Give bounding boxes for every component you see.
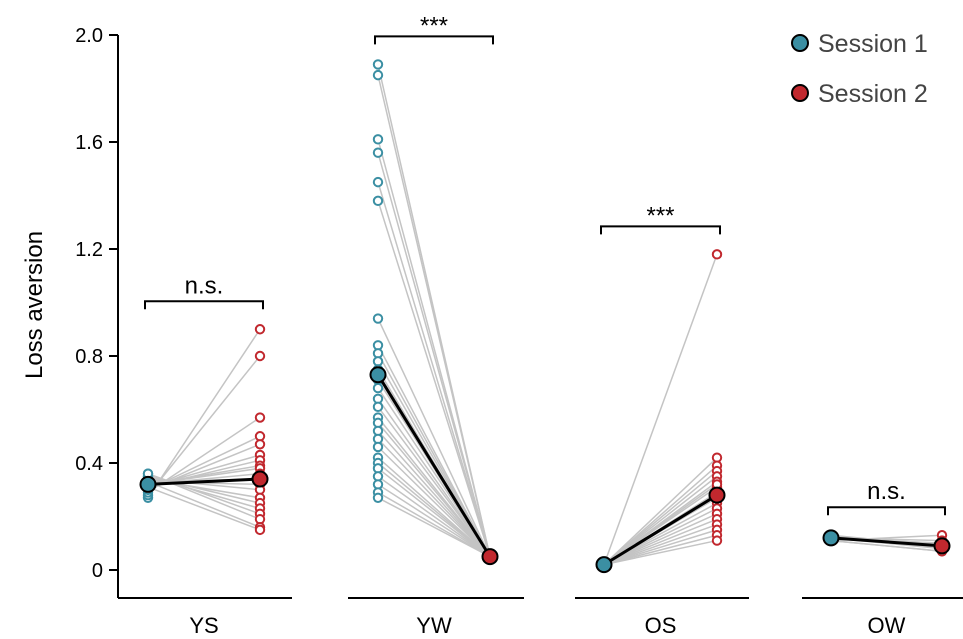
legend-session2-marker <box>791 84 809 102</box>
subject-line <box>147 486 261 531</box>
session1-point <box>372 441 384 453</box>
session1-point <box>372 313 384 324</box>
subject-line <box>603 523 718 566</box>
session1-mean-point <box>369 366 387 384</box>
subject-line <box>377 318 491 557</box>
session1-mean-point <box>139 475 157 493</box>
session1-point <box>372 195 384 207</box>
subject-line <box>377 200 491 557</box>
subject-lines-layer <box>147 64 943 566</box>
session2-mean-point <box>481 548 499 566</box>
subject-line <box>377 152 491 557</box>
session1-point <box>372 492 384 503</box>
session1-point <box>372 176 384 188</box>
subject-line <box>147 473 261 520</box>
subject-line <box>377 422 491 558</box>
mean-line <box>603 493 718 566</box>
session1-mean-point <box>595 556 613 574</box>
subject-line <box>377 430 491 558</box>
session2-mean-point <box>933 537 951 555</box>
significance-label: n.s. <box>867 478 906 505</box>
mean-line <box>830 536 943 548</box>
x-category-label: OS <box>645 613 677 638</box>
session2-point <box>254 350 266 362</box>
y-axis-label: Loss aversion <box>21 231 48 379</box>
significance-label: *** <box>420 12 448 39</box>
subject-line <box>147 355 261 496</box>
subject-line <box>603 529 718 566</box>
subject-line <box>603 534 718 566</box>
subject-line <box>377 467 491 558</box>
subject-line <box>147 328 261 499</box>
y-tick-label: 0 <box>92 560 103 582</box>
session2-point <box>254 439 266 450</box>
session1-point <box>372 382 384 394</box>
subject-line <box>377 491 491 558</box>
y-tick-label: 0.8 <box>75 346 103 368</box>
y-tick-label: 1.6 <box>75 132 103 154</box>
legend-session1-label: Session 1 <box>818 30 928 58</box>
significance-layer: n.s. *** *** n.s. <box>144 12 946 516</box>
session2-point <box>711 535 723 546</box>
session2-point <box>254 524 266 536</box>
subject-line <box>603 513 718 566</box>
significance-bracket <box>374 35 494 45</box>
subject-line <box>603 507 718 566</box>
subject-line <box>377 181 491 557</box>
significance-bracket <box>144 300 264 310</box>
legend-session1-marker <box>791 34 809 52</box>
axes-layer: 0 0.4 0.8 1.2 1.6 2.0 YS YW OS OW <box>75 25 963 638</box>
mean-layer <box>139 366 951 574</box>
subject-line <box>147 472 261 515</box>
significance-label: *** <box>646 202 674 229</box>
session1-point <box>372 147 384 158</box>
legend: Session 1 Session 2 <box>791 30 928 108</box>
subject-line <box>603 483 718 566</box>
subject-line <box>603 518 718 566</box>
mean-line <box>376 373 492 558</box>
subject-points-layer <box>142 59 948 570</box>
y-tick-label: 0.4 <box>75 453 103 475</box>
significance-label: n.s. <box>185 272 224 299</box>
session1-point <box>372 134 384 145</box>
session2-mean-point <box>708 486 726 504</box>
y-tick-label: 2.0 <box>75 25 103 47</box>
subject-line <box>377 406 491 558</box>
subject-line <box>377 398 491 558</box>
x-category-label: YW <box>416 613 452 638</box>
session2-mean-point <box>251 470 269 488</box>
subject-line <box>603 254 718 565</box>
subject-line <box>377 483 491 558</box>
significance-bracket <box>827 506 946 516</box>
session1-point <box>372 69 384 81</box>
session2-point <box>254 412 266 423</box>
session1-point <box>372 59 384 70</box>
y-tick-label: 1.2 <box>75 239 103 261</box>
subject-line <box>377 74 491 557</box>
session2-point <box>254 324 266 335</box>
subject-line <box>147 481 261 528</box>
session1-mean-point <box>822 529 840 547</box>
subject-line <box>377 475 491 558</box>
x-category-label: OW <box>868 613 906 638</box>
subject-line <box>603 457 718 566</box>
x-category-label: YS <box>189 613 218 638</box>
significance-bracket <box>600 225 721 235</box>
session2-point <box>711 249 723 260</box>
session1-point <box>372 401 384 413</box>
mean-line <box>147 477 261 486</box>
subject-line <box>830 539 943 553</box>
legend-session2-label: Session 2 <box>818 80 928 108</box>
subject-line <box>377 446 491 558</box>
subject-line <box>377 438 491 558</box>
subject-line <box>603 539 718 566</box>
subject-line <box>377 497 491 558</box>
